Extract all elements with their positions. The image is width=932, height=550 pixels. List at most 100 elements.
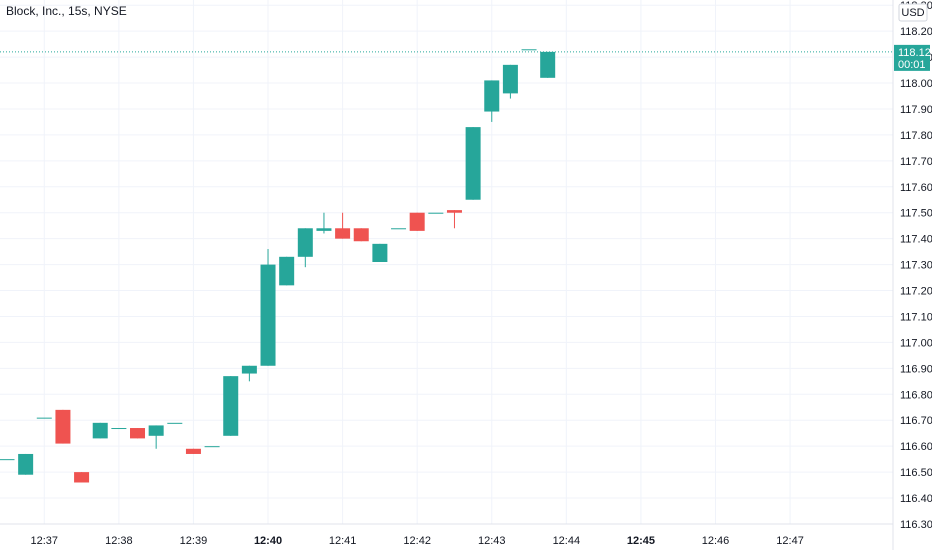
candle-body [55, 409, 71, 444]
price-tick-label: 116.60 [900, 441, 932, 453]
candle-body [316, 228, 332, 231]
candle-body [241, 365, 257, 374]
candle [92, 422, 108, 439]
chart-title: Block, Inc., 15s, NYSE [6, 4, 127, 18]
price-tick-label: 117.30 [900, 260, 932, 272]
candle [130, 428, 146, 439]
currency-badge[interactable]: USD [898, 3, 928, 22]
candle [55, 409, 71, 444]
candle [465, 127, 481, 200]
candle-body [353, 228, 369, 242]
candle-body [260, 264, 276, 366]
price-tick-label: 118.20 [900, 26, 932, 38]
price-tick-label: 116.70 [900, 415, 932, 427]
price-tick-label: 117.00 [900, 337, 932, 349]
candle-body [335, 228, 351, 239]
candle [223, 376, 239, 436]
candle [241, 365, 257, 382]
candle [204, 446, 220, 448]
candle [391, 228, 407, 230]
price-axis: 116.30 116.40 116.50 116.60 116.70 116.80 116.… [900, 0, 932, 531]
candle-body [185, 448, 201, 454]
candle [148, 425, 164, 449]
candle [316, 212, 332, 234]
price-tick-label: 117.40 [900, 234, 932, 246]
candle [185, 448, 201, 454]
time-tick-label: 12:46 [702, 535, 730, 547]
candle [484, 80, 500, 122]
candle [409, 212, 425, 231]
candle [540, 51, 556, 78]
candle-body [428, 212, 444, 214]
current-price-label-box [894, 44, 930, 71]
price-tick-label: 116.30 [900, 519, 932, 531]
candle-body [465, 127, 481, 200]
candle-body [446, 210, 462, 213]
candle [521, 49, 537, 51]
candle [36, 417, 52, 419]
candle [0, 459, 15, 461]
time-tick-label: 12:40 [254, 535, 282, 547]
candle [428, 212, 444, 214]
price-tick-label: 117.50 [900, 208, 932, 220]
candle [111, 428, 127, 430]
price-tick-label: 116.90 [900, 363, 932, 375]
candle [446, 210, 462, 229]
currency-badge-box[interactable] [898, 3, 928, 22]
candle-body [36, 417, 52, 419]
price-tick-label: 117.80 [900, 130, 932, 142]
current-price-countdown: 00:01 [898, 59, 926, 71]
candle-body [74, 472, 90, 483]
time-tick-label: 12:43 [478, 535, 506, 547]
time-tick-label: 12:41 [329, 535, 357, 547]
price-tick-label: 116.40 [900, 493, 932, 505]
candle [18, 453, 34, 475]
time-tick-label: 12:37 [31, 535, 59, 547]
price-tick-label: 117.60 [900, 182, 932, 194]
candle [502, 64, 518, 99]
candle [372, 243, 388, 262]
candle-body [279, 256, 295, 286]
grid-layer [0, 0, 893, 525]
candle-body [111, 428, 127, 430]
candle-layer [0, 49, 556, 483]
candle-body [521, 49, 537, 51]
time-tick-label: 12:39 [180, 535, 208, 547]
candle-body [297, 228, 313, 257]
price-tick-label: 117.10 [900, 311, 932, 323]
candle-body [484, 80, 500, 112]
candle-body [502, 64, 518, 94]
candle-body [0, 459, 15, 461]
axis-layer [0, 0, 894, 550]
candle-body [130, 428, 146, 439]
price-tick-label: 117.90 [900, 104, 932, 116]
candle [74, 472, 90, 483]
price-tick-label: 117.20 [900, 286, 932, 298]
candle-body [391, 228, 407, 230]
candle [167, 422, 183, 424]
candle [279, 256, 295, 286]
candle-body [18, 453, 34, 475]
time-axis: 12:37 12:38 12:39 12:40 12:41 12:42 12:43 12:44… [31, 535, 804, 547]
currency-label[interactable]: USD [901, 7, 924, 19]
price-tick-label: 116.50 [900, 467, 932, 479]
candle-body [148, 425, 164, 436]
candle-body [540, 51, 556, 78]
candle [335, 212, 351, 239]
time-tick-label: 12:38 [105, 535, 133, 547]
candle-body [372, 243, 388, 262]
price-tick-label: 118.00 [900, 78, 932, 90]
candle-body [204, 446, 220, 448]
time-tick-label: 12:42 [403, 535, 431, 547]
candle-body [92, 422, 108, 439]
candle-body [167, 422, 183, 424]
candle [353, 228, 369, 242]
price-tick-label: 116.80 [900, 389, 932, 401]
current-price-label: 118.12 00:01 [894, 44, 931, 71]
price-tick-label: 117.70 [900, 156, 932, 168]
candle-body [409, 212, 425, 231]
candle [297, 228, 313, 268]
time-tick-label: 12:44 [553, 535, 581, 547]
time-tick-label: 12:47 [776, 535, 804, 547]
